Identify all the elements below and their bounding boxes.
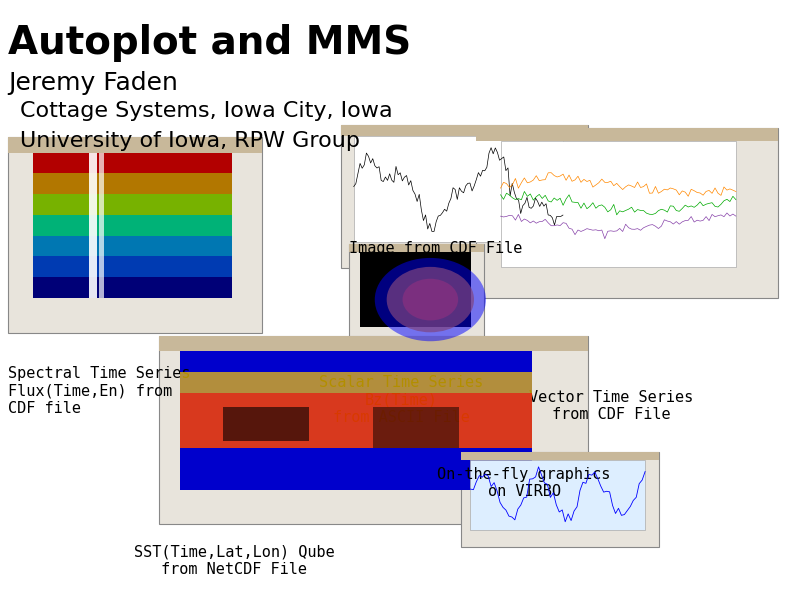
FancyBboxPatch shape xyxy=(180,372,532,393)
Ellipse shape xyxy=(387,267,474,332)
Ellipse shape xyxy=(403,278,458,320)
Ellipse shape xyxy=(375,258,486,342)
Text: Cottage Systems, Iowa City, Iowa: Cottage Systems, Iowa City, Iowa xyxy=(20,101,392,121)
FancyBboxPatch shape xyxy=(470,460,645,530)
FancyBboxPatch shape xyxy=(33,256,232,277)
FancyBboxPatch shape xyxy=(33,277,232,298)
FancyBboxPatch shape xyxy=(33,236,232,256)
FancyBboxPatch shape xyxy=(360,252,471,327)
FancyBboxPatch shape xyxy=(33,215,232,236)
Text: Scalar Time Series
Bz(Time)
from ASCII File: Scalar Time Series Bz(Time) from ASCII F… xyxy=(319,375,483,425)
FancyBboxPatch shape xyxy=(341,125,588,136)
Text: Vector Time Series
from CDF File: Vector Time Series from CDF File xyxy=(530,390,693,422)
Text: Jeremy Faden: Jeremy Faden xyxy=(8,71,178,95)
FancyBboxPatch shape xyxy=(8,137,262,152)
FancyBboxPatch shape xyxy=(373,406,459,448)
FancyBboxPatch shape xyxy=(180,351,532,490)
FancyBboxPatch shape xyxy=(33,152,232,173)
FancyBboxPatch shape xyxy=(341,125,588,268)
FancyBboxPatch shape xyxy=(33,152,232,298)
FancyBboxPatch shape xyxy=(461,452,659,547)
Text: Autoplot and MMS: Autoplot and MMS xyxy=(8,24,411,62)
FancyBboxPatch shape xyxy=(354,136,563,242)
FancyBboxPatch shape xyxy=(89,152,97,298)
FancyBboxPatch shape xyxy=(8,137,262,333)
FancyBboxPatch shape xyxy=(33,173,232,194)
FancyBboxPatch shape xyxy=(476,128,778,142)
Text: Spectral Time Series
Flux(Time,En) from
CDF file: Spectral Time Series Flux(Time,En) from … xyxy=(8,366,191,416)
FancyBboxPatch shape xyxy=(159,336,588,351)
FancyBboxPatch shape xyxy=(33,194,232,215)
Text: SST(Time,Lat,Lon) Qube
from NetCDF File: SST(Time,Lat,Lon) Qube from NetCDF File xyxy=(134,544,334,577)
FancyBboxPatch shape xyxy=(500,142,736,267)
FancyBboxPatch shape xyxy=(461,452,659,460)
FancyBboxPatch shape xyxy=(159,336,588,524)
FancyBboxPatch shape xyxy=(180,393,532,448)
Text: On-the-fly graphics
on VIRBO: On-the-fly graphics on VIRBO xyxy=(437,467,611,499)
FancyBboxPatch shape xyxy=(223,406,309,441)
FancyBboxPatch shape xyxy=(99,152,105,298)
FancyBboxPatch shape xyxy=(349,244,484,252)
Text: Image from CDF File: Image from CDF File xyxy=(349,241,522,256)
FancyBboxPatch shape xyxy=(349,244,484,345)
Text: University of Iowa, RPW Group: University of Iowa, RPW Group xyxy=(20,131,360,151)
FancyBboxPatch shape xyxy=(476,128,778,298)
